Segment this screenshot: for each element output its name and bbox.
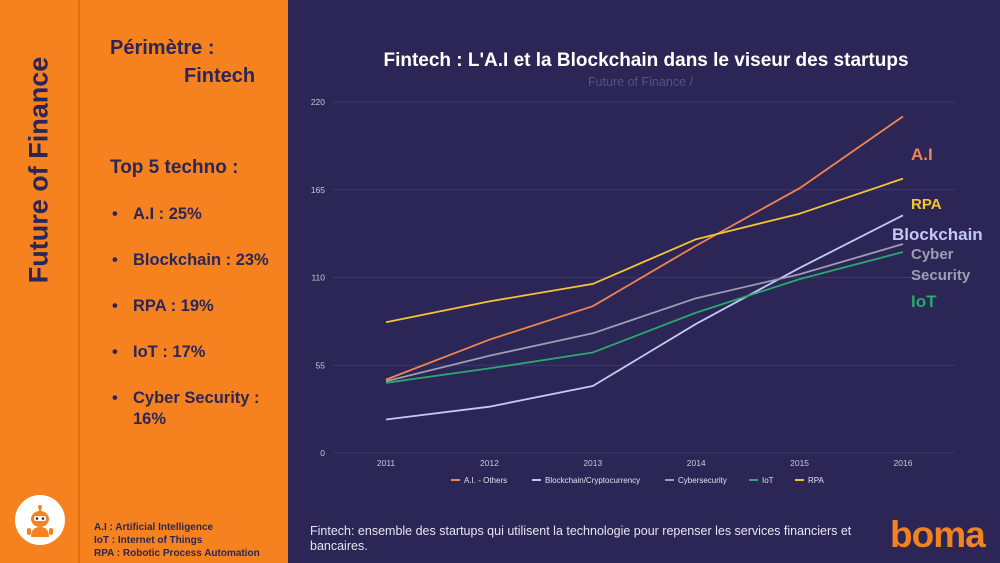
y-tick-label: 110 — [311, 273, 325, 283]
tech-item-label: A.I : 25% — [133, 205, 202, 223]
bullet-icon: • — [112, 205, 118, 223]
y-tick-label: 55 — [316, 360, 326, 370]
tech-item-label: Blockchain : 23% — [133, 251, 269, 269]
list-item: • Cyber Security : 16% — [110, 388, 280, 430]
bullet-icon: • — [112, 389, 118, 407]
tech-item-label: RPA : 19% — [133, 297, 214, 315]
footer-note: Fintech: ensemble des startups qui utili… — [310, 524, 852, 553]
series-line-cybersecurity — [385, 243, 904, 383]
legend-label: Cybersecurity — [678, 476, 727, 485]
sidebar-divider — [78, 0, 80, 563]
abbreviation-iot: IoT : Internet of Things — [94, 535, 203, 546]
legend-label: IoT — [762, 476, 774, 485]
bullet-icon: • — [112, 343, 118, 361]
list-item: • Blockchain : 23% — [110, 250, 280, 271]
list-item: • RPA : 19% — [110, 296, 280, 317]
chart-subtitle: Future of Finance / — [588, 75, 693, 89]
chart-title: Fintech : L'A.I et la Blockchain dans le… — [383, 50, 909, 71]
left-panel: Périmètre : Fintech Top 5 techno : • A.I … — [80, 0, 288, 563]
series-line-a-i-others — [385, 115, 904, 381]
bullet-icon: • — [112, 297, 118, 315]
x-tick-label: 2013 — [583, 458, 602, 468]
series-end-label: IoT — [911, 292, 937, 311]
abbreviations: A.I : Artificial Intelligence IoT : Inte… — [94, 521, 260, 560]
legend-label: Blockchain/Cryptocurrency — [545, 476, 640, 485]
series-end-label: Cyber Security — [911, 246, 971, 284]
series-end-label: RPA — [911, 196, 942, 213]
y-tick-label: 220 — [311, 97, 325, 107]
legend-label: RPA — [808, 476, 825, 485]
tech-item-label: IoT : 17% — [133, 343, 206, 361]
series-line-rpa — [385, 177, 904, 324]
series-line-iot — [385, 251, 904, 384]
legend-label: A.I. - Others — [464, 476, 507, 485]
tech-list: • A.I : 25% • Blockchain : 23% • RPA : 19% … — [110, 204, 280, 455]
y-tick-label: 0 — [320, 448, 325, 458]
series-line-blockchain-cryptocurrency — [385, 214, 904, 421]
x-tick-label: 2014 — [687, 458, 706, 468]
y-tick-label: 165 — [311, 185, 325, 195]
x-tick-label: 2015 — [790, 458, 809, 468]
series-end-label: Blockchain — [892, 225, 983, 244]
list-item: • A.I : 25% — [110, 204, 280, 225]
bullet-icon: • — [112, 251, 118, 269]
top5-title: Top 5 techno : — [110, 157, 239, 178]
sidebar-strip: Future of Finance — [0, 0, 78, 563]
x-tick-label: 2011 — [377, 458, 396, 468]
abbreviation-ai: A.I : Artificial Intelligence — [94, 522, 214, 533]
x-tick-label: 2016 — [894, 458, 913, 468]
abbreviation-rpa: RPA : Robotic Process Automation — [94, 548, 260, 559]
brand-logo: boma — [890, 514, 986, 555]
list-item: • IoT : 17% — [110, 342, 280, 363]
tech-item-label: Cyber Security : 16% — [133, 389, 260, 428]
robot-icon — [15, 495, 65, 545]
series-end-label: A.I — [911, 145, 933, 164]
perimetre-value: Fintech — [184, 65, 256, 87]
x-tick-label: 2012 — [480, 458, 499, 468]
perimetre-label: Périmètre : — [110, 37, 215, 59]
